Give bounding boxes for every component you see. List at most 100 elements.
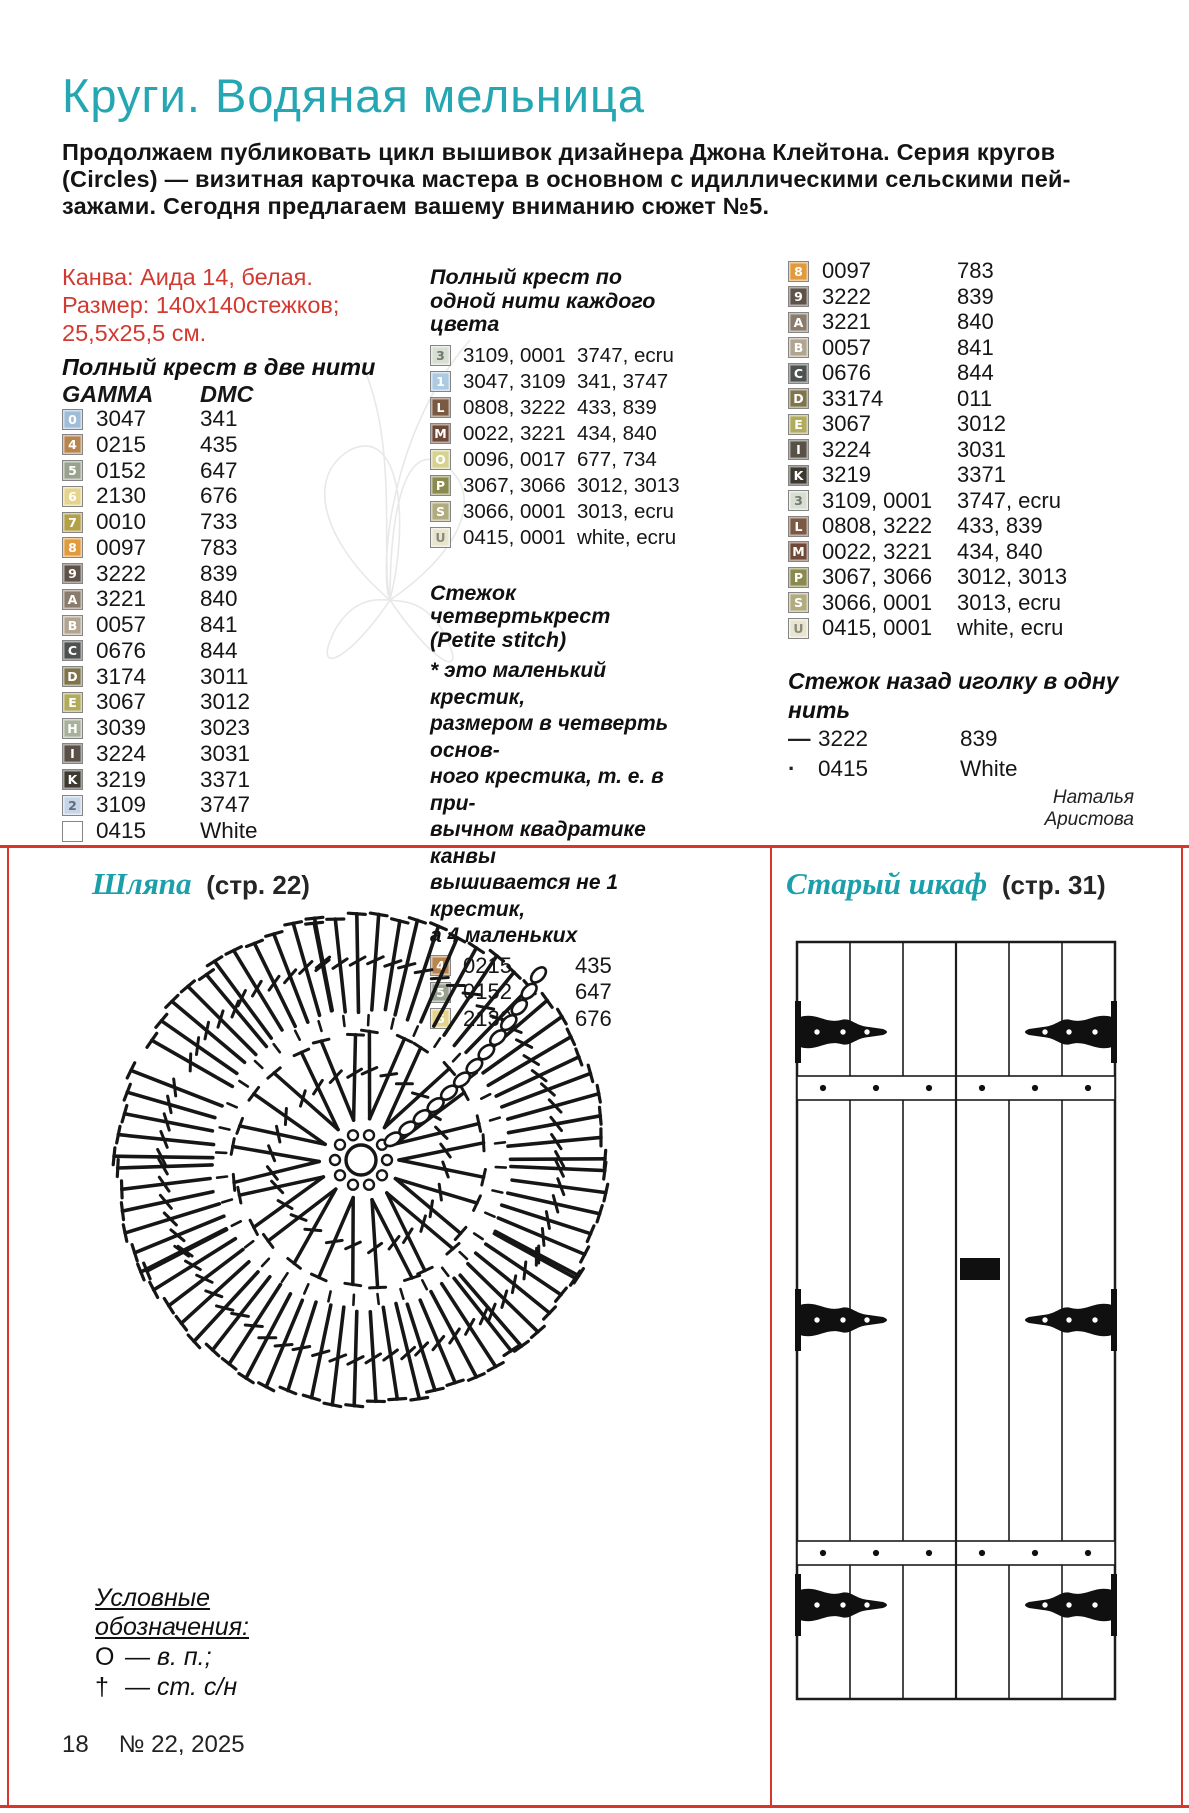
gamma-codes: 3067, 3066 [463,473,566,497]
hat-title: Шляпа [92,866,192,901]
dmc-code: 3011 [200,663,249,689]
intro-line: (Circles) — визитная карточка мастера в … [62,166,1071,192]
heading-backstitch: Стежок назад иголку в одну нить [788,667,1119,723]
gamma-code: 3067, 3066 [822,564,933,589]
dmc-code: 433, 839 [957,513,1043,538]
dmc-code: 840 [957,309,994,334]
gamma-code: 0415 [96,818,147,843]
author-line: Наталья [1052,786,1134,808]
gamma-code: 0057 [96,612,147,637]
canvas-info-line: 25,5х25,5 см. [62,320,207,346]
color-swatch: O [430,449,451,470]
legend-title: Условные обозначения: [95,1584,250,1641]
vertical-rule-left [7,845,9,1807]
table-row: L 0808, 3222 433, 839 [788,513,1142,539]
gamma-code: 0676 [96,637,147,663]
dmc-code: 3023 [200,715,251,740]
vertical-rule-right [1181,845,1183,1807]
legend-items: О — в. п.; † — ст. с/н [95,1642,335,1702]
canvas-info-line: Канва: Аида 14, белая. [62,264,313,290]
legend-row: † — ст. с/н [95,1672,335,1702]
dmc-codes: 677, 734 [577,447,657,471]
stitch-symbol: † [95,1673,109,1701]
backstitch-symbol: · [788,755,796,781]
gamma-code: 3222 [96,560,147,586]
dmc-codes: 434, 840 [577,421,657,445]
dmc-code: 434, 840 [957,538,1043,564]
dmc-code: 676 [575,1005,612,1031]
table-row: 4 0215 435 [62,432,384,458]
page-title: Круги. Водяная мельница [62,69,646,122]
color-swatch: I [62,743,83,765]
color-swatch: 4 [62,434,83,456]
color-swatch: 0 [62,408,83,430]
table-row: 1 3047, 3109 341, 3747 [430,369,682,395]
gamma-column-header: GAMMA [62,381,154,407]
table-row: P 3067, 3066 3012, 3013 [430,473,682,499]
color-swatch: M [430,423,451,444]
color-swatch: 8 [788,260,809,282]
dmc-code: White [200,818,258,843]
note-line: ного крестика, т. е. в при- [430,765,664,815]
gamma-code: 3039 [96,715,147,740]
butterfly-watermark [324,339,471,663]
note-line: а 4 маленьких [430,924,578,947]
dmc-code: 783 [957,258,994,283]
table-row: E 3067 3012 [788,411,1142,437]
color-swatch: B [788,337,809,358]
dmc-code: 011 [957,385,993,411]
gamma-code: 3067 [96,689,147,715]
table-row: M 0022, 3221 434, 840 [788,539,1142,565]
dmc-code: 435 [200,431,238,457]
table-row: K 3219 3371 [62,767,384,793]
issue-label: № 22, 2025 [118,1731,245,1758]
table-row: I 3224 3031 [62,741,384,767]
table-row: 9 3222 839 [62,561,384,587]
gamma-code: 0097 [822,258,871,283]
gamma-code: 3109 [96,792,147,818]
color-swatch: D [62,666,83,687]
dmc-codes: 341, 3747 [577,369,669,393]
gamma-code: 0097 [96,534,147,560]
color-swatch: S [430,501,451,522]
dmc-code: 3012 [200,689,251,715]
gamma-codes: 3066, 0001 [463,499,566,523]
note-line: * это маленький крестик, [430,659,607,709]
dmc-code: 839 [957,283,994,309]
color-swatch: B [62,614,83,636]
dmc-code: 3747 [200,792,251,818]
symbols-legend: Условные обозначения: О — в. п.; † — ст.… [95,1584,335,1702]
backstitch-symbol: — [788,726,811,752]
table-row: 5 0152 647 [62,458,384,484]
table-row: I 3224 3031 [788,437,1142,463]
table-row: U 0415, 0001 white, ecru [788,615,1142,641]
table-row: A 3221 840 [788,309,1142,335]
gamma-codes: 0022, 3221 [463,421,566,445]
table-row: — 3222 839 [788,725,1142,755]
color-table-one-thread: 3 3109, 0001 3747, ecru 1 3047, 3109 341… [430,343,682,551]
table-row: 4 0215 435 [430,953,682,980]
color-swatch: P [430,475,451,496]
color-swatch: S [788,592,809,613]
stitch-symbol: О [95,1643,115,1671]
color-swatch: L [788,515,809,537]
table-row: C 0676 844 [788,360,1142,386]
cabinet-handle [960,1258,1000,1280]
dmc-code: 841 [957,334,994,360]
dmc-code: 3013, ecru [957,589,1061,615]
legend-text: — в. п.; [125,1643,212,1671]
dmc-codes: 3013, ecru [577,499,674,523]
table-row: A 3221 840 [62,586,384,612]
table-row: 0415 White [62,818,384,844]
dmc-code: 733 [200,509,238,534]
dmc-code: 3012 [957,411,1006,436]
color-swatch: I [788,439,809,460]
dmc-code: 3012, 3013 [957,564,1068,589]
cabinet-panel-heading: Старый шкаф (стр. 31) [786,866,1106,902]
gamma-code: 3224 [96,740,147,766]
gamma-codes: 0415, 0001 [463,525,566,549]
table-row: 7 0010 733 [62,509,384,535]
heading-full-cross-one-thread: Полный крест по одной нити каждого цвета [430,265,656,336]
note-line: вычном квадратике канвы [430,818,646,868]
gamma-code: 0057 [822,334,871,360]
